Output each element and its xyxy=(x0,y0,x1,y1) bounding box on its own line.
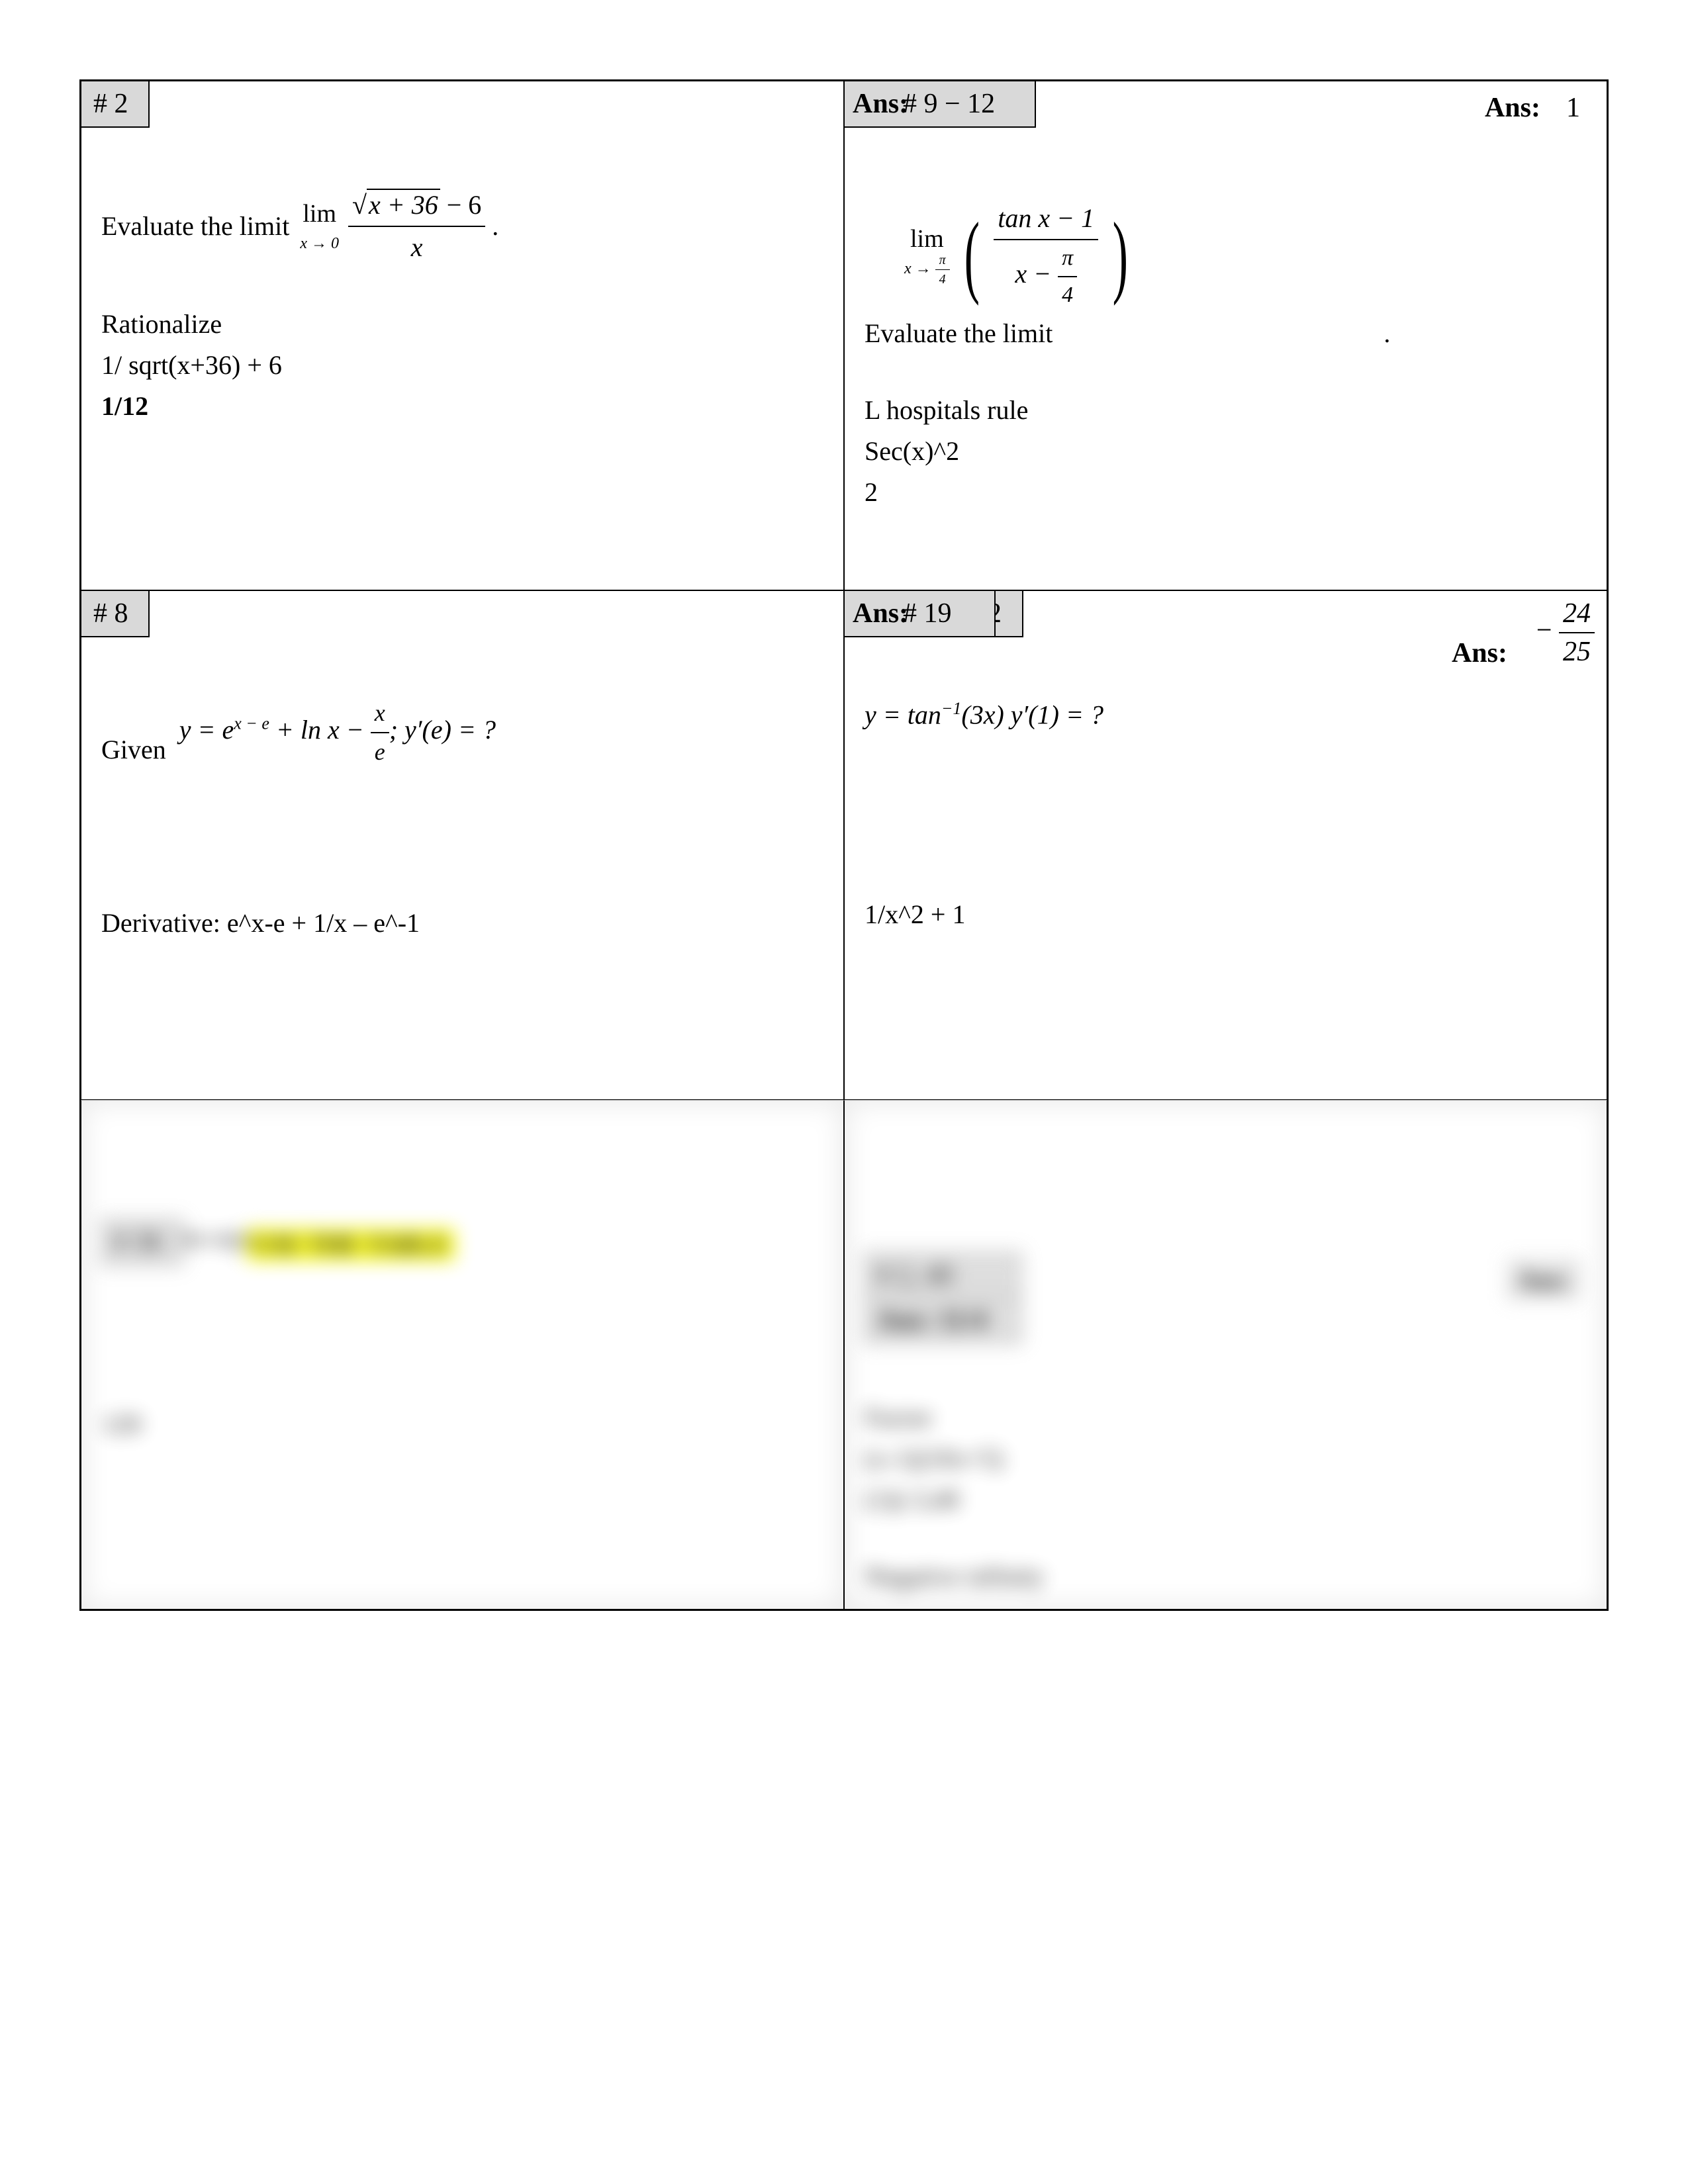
problem-number-box: Ans: # 9 − 12 xyxy=(843,80,1036,128)
blur-l3: (x-1)(10x+5) xyxy=(865,1441,1587,1477)
blur-ans: 120 xyxy=(101,1406,823,1442)
expr: y = tan xyxy=(865,700,941,729)
semic: ; y′(e) = ? xyxy=(389,715,496,745)
lim-sub-pi: π xyxy=(935,253,950,270)
ans-label-overlap: Ans: xyxy=(853,598,908,629)
intro-text: Evaluate the limit xyxy=(101,211,289,241)
problem-body: y = tan−1(3x) y′(1) = ? 1/x^2 + 1 xyxy=(865,697,1587,933)
problem-body: lim x → π4 ( tan x − 1 x − π4 ) xyxy=(865,201,1587,510)
lim-sub-prefix: x → xyxy=(904,260,935,277)
cell-2: # 2 Evaluate the limit lim x → 0 √x + 36… xyxy=(81,81,844,590)
problem-number-box: # 2, 40 xyxy=(863,1251,1022,1299)
blur-neginf: Negative infinity xyxy=(865,1559,1587,1594)
step: 1/x^2 + 1 xyxy=(865,897,1587,933)
blur-l4: (1)(-3,40 xyxy=(865,1482,1587,1518)
problem-body: Evaluate the limit lim x → 0 √x + 36 − 6… xyxy=(101,187,823,424)
step-rationalize: Rationalize xyxy=(101,306,823,342)
ans-inner: Ans: 11/4 xyxy=(876,1305,987,1336)
expr2: (3x) y′(1) = ? xyxy=(961,700,1103,729)
paren-close: ) xyxy=(1113,218,1128,293)
den-4: 4 xyxy=(1058,277,1077,310)
answer-value: 1/12 xyxy=(101,388,823,424)
problem-number-box: Ans: # 19 xyxy=(843,590,996,637)
ans-inner-box: Ans: 11/4 xyxy=(863,1297,1022,1344)
sqrt-expr: x + 36 xyxy=(367,189,440,220)
frac-25: 25 xyxy=(1559,633,1595,668)
den-pi: π xyxy=(1058,243,1077,277)
step-lhopital: L hospitals rule xyxy=(865,392,1587,428)
step-2: 2 xyxy=(865,475,1587,510)
cell-blur-left: # 36 USE THE TABLE lim (some expr) = ? 1… xyxy=(81,1100,844,1610)
paren-open: ( xyxy=(964,218,979,293)
den-x: x − xyxy=(1015,259,1058,289)
period: . xyxy=(492,211,498,241)
neg: − xyxy=(1536,615,1559,646)
limit-operator: lim x → 0 xyxy=(300,200,339,253)
blurred-content: # 36 USE THE TABLE lim (some expr) = ? 1… xyxy=(101,1220,823,1442)
period: . xyxy=(1383,318,1390,348)
lim-sub-4: 4 xyxy=(935,270,950,286)
step-sec: Sec(x)^2 xyxy=(865,433,1587,469)
lim-text: lim xyxy=(303,200,336,228)
y-eq: y = e xyxy=(179,715,234,745)
worksheet-page: # 2 Evaluate the limit lim x → 0 √x + 36… xyxy=(0,0,1688,2184)
lim-text: lim xyxy=(910,225,944,253)
step-expr: 1/ sqrt(x+36) + 6 xyxy=(101,347,823,383)
problem-number-box: # 36 xyxy=(100,1218,183,1266)
cell-19: Ans: # 19 2 Ans: − 2425 y = tan−1(3x) y′… xyxy=(844,590,1607,1100)
blur-expr: lim (some expr) = ? xyxy=(101,1220,823,1255)
ans-label-overlap: Ans: xyxy=(853,88,908,120)
problem-number: # 36 xyxy=(113,1227,162,1257)
step-derivative: Derivative: e^x-e + 1/x – e^-1 xyxy=(101,905,823,941)
sup: −1 xyxy=(941,699,962,718)
frac-24: 24 xyxy=(1559,598,1595,633)
cell-9-12: Ans: # 9 − 12 Ans: 1 lim x → π4 xyxy=(844,81,1607,590)
blur-factor: Factor xyxy=(865,1400,1587,1435)
highlight-label: USE THE TABLE xyxy=(247,1229,455,1261)
fraction: tan x − 1 x − π4 xyxy=(994,201,1098,310)
exp-sup: x − e xyxy=(234,713,269,733)
fraction: √x + 36 − 6 x xyxy=(348,187,485,265)
problem-number-suffix: − 12 xyxy=(938,89,996,119)
lim-sub: x → 0 xyxy=(300,235,339,252)
problem-number-under: # 19 xyxy=(903,598,952,629)
ans-value: 1 xyxy=(1566,92,1580,124)
cell-8: # 8 Given y = ex − e + ln x − xe; y′(e) … xyxy=(81,590,844,1100)
frac-e: e xyxy=(371,733,389,768)
intro-text: Evaluate the limit xyxy=(865,318,1053,348)
blurred-content: # 2, 40 Ans: 11/4 Ans: lim ... = ? Facto… xyxy=(865,1253,1587,1594)
denominator: x − π4 xyxy=(994,240,1098,310)
problem-body: Given y = ex − e + ln x − xe; y′(e) = ? … xyxy=(101,697,823,941)
cell-blur-right: # 2, 40 Ans: 11/4 Ans: lim ... = ? Facto… xyxy=(844,1100,1607,1610)
ans-label-right: Ans: xyxy=(1485,92,1540,124)
plus-ln: + ln x − xyxy=(269,715,371,745)
problem-number-box: # 8 xyxy=(80,590,150,637)
problem-number: # 2, 40 xyxy=(876,1260,953,1291)
ans-label-right: Ans: xyxy=(1452,637,1507,669)
lim-sub: x → π4 xyxy=(904,260,950,277)
problem-grid: # 2 Evaluate the limit lim x → 0 √x + 36… xyxy=(79,79,1609,1611)
intro-text: Given xyxy=(101,732,166,768)
minus6: − 6 xyxy=(440,190,482,220)
ans-value: − 2425 xyxy=(1536,598,1595,668)
limit-operator: lim x → π4 xyxy=(904,225,950,286)
ans-right-box: Ans: xyxy=(1507,1259,1580,1300)
problem-number: # 8 xyxy=(93,598,128,629)
problem-number-box: # 2 xyxy=(80,80,150,128)
denominator: x xyxy=(348,227,485,265)
frac-x: x xyxy=(371,697,389,733)
numerator: tan x − 1 xyxy=(994,201,1098,240)
problem-number: # 2 xyxy=(93,89,128,119)
ans-right: Ans: xyxy=(1517,1265,1570,1295)
